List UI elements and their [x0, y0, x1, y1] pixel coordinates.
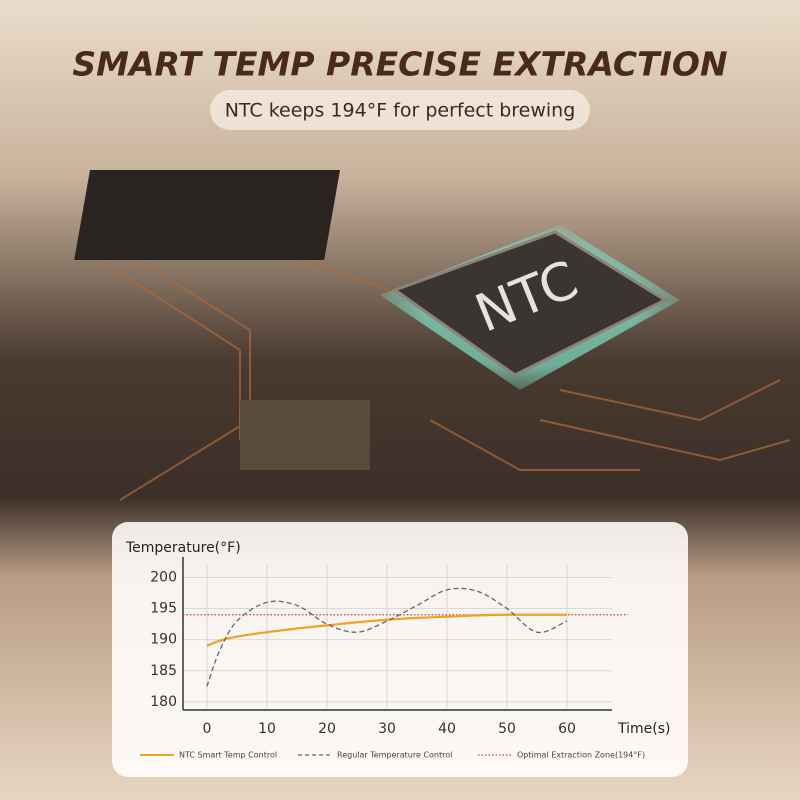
y-tick-label: 185	[150, 663, 177, 679]
x-tick-label: 50	[498, 721, 516, 737]
component	[240, 400, 370, 470]
chart-card	[112, 522, 688, 777]
circuit-traces	[89, 229, 791, 501]
legend-label: Optimal Extraction Zone(194°F)	[517, 751, 645, 760]
y-tick-label: 200	[150, 569, 177, 585]
x-axis-label: Time(s)	[617, 721, 670, 737]
legend-label: Regular Temperature Control	[337, 751, 452, 760]
series-line	[206, 587, 568, 687]
x-tick-label: 10	[258, 721, 276, 737]
legend-label: NTC Smart Temp Control	[179, 751, 277, 760]
chart: 180 185 190 195 200 0 10 20 30 40 50 60 Temperature(…	[125, 540, 670, 760]
subtitle-pill	[210, 90, 590, 130]
title: SMART TEMP PRECISE EXTRACTION	[72, 45, 727, 84]
series-line	[206, 613, 567, 647]
y-tick-label: 180	[150, 694, 177, 710]
x-tick-label: 0	[203, 721, 212, 737]
x-tick-label: 20	[318, 721, 336, 737]
y-tick-label: 195	[150, 601, 177, 617]
subtitle: NTC keeps 194°F for perfect brewing	[225, 100, 576, 122]
component	[74, 170, 341, 260]
x-tick-label: 30	[378, 721, 396, 737]
x-tick-label: 40	[438, 721, 456, 737]
y-axis-label: Temperature(°F)	[125, 540, 241, 556]
y-tick-label: 190	[150, 632, 177, 648]
x-tick-label: 60	[558, 721, 576, 737]
chip	[391, 230, 669, 377]
